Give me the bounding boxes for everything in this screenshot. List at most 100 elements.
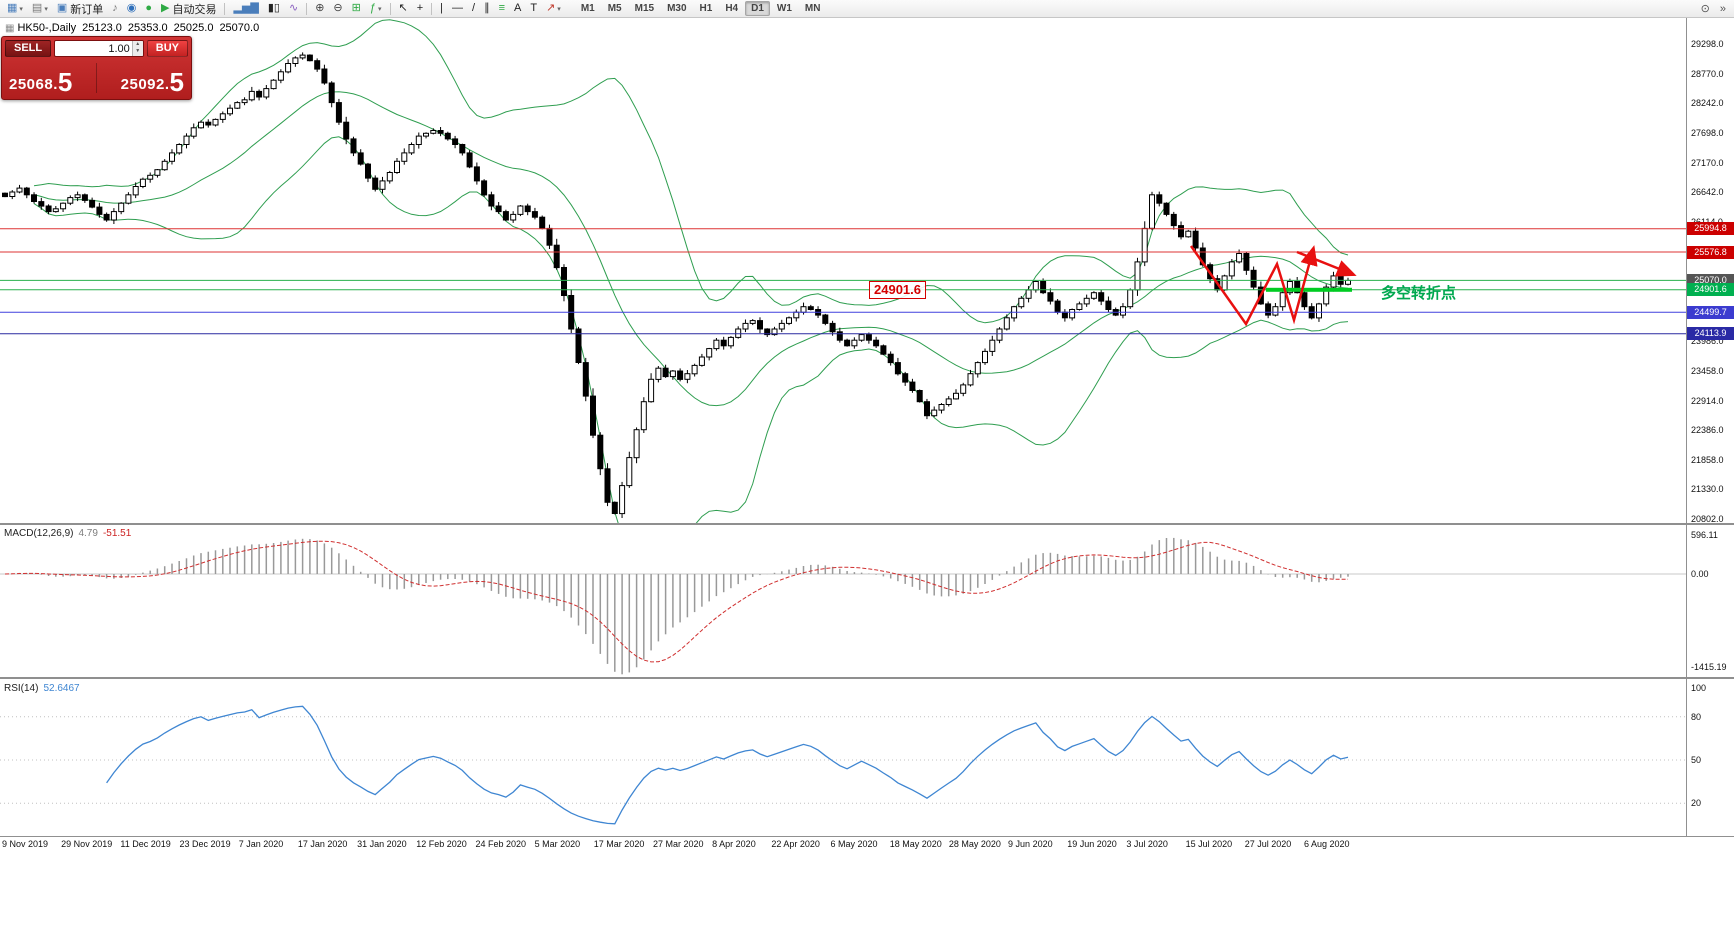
timeframe-m1-button[interactable]: M1	[580, 3, 595, 14]
sell-price[interactable]: 25068. 5	[2, 59, 96, 97]
auto-trading-button-label: 自动交易	[172, 3, 217, 16]
price-axis-label: 23986.0	[1691, 335, 1724, 346]
magnifier-icon: ⊙	[1700, 2, 1710, 15]
ohlc-high: 25353.0	[127, 22, 168, 34]
timeframe-m30-button[interactable]: M30	[667, 3, 687, 14]
time-axis-label: 22 Apr 2020	[771, 839, 820, 849]
horizontal-levels	[0, 228, 1686, 335]
zoom-out-icon: ⊖	[333, 2, 343, 14]
macd-pane-separator[interactable]	[0, 523, 1734, 525]
indicators-button[interactable]: ƒ ▾	[366, 1, 386, 17]
vertical-line-button[interactable]: |	[436, 1, 447, 17]
price-level-annotation[interactable]: 24901.6	[869, 280, 926, 299]
horizontal-line-button[interactable]: —	[448, 1, 467, 17]
macd-axis-label: 596.11	[1691, 529, 1718, 540]
line-chart-button[interactable]: ∿	[285, 1, 302, 17]
volume-value[interactable]: 1.00	[108, 42, 130, 55]
timeframe-h4-button[interactable]: H4	[725, 3, 739, 14]
price-axis-label: 29298.0	[1691, 39, 1724, 49]
cursor-button[interactable]: ↖	[395, 1, 412, 17]
zoom-out-button[interactable]: ⊖	[329, 1, 346, 17]
line-chart-icon: ∿	[288, 2, 299, 14]
timeframe-h1-button[interactable]: H1	[699, 3, 713, 14]
bar-chart-button[interactable]: ▂▅▇	[229, 1, 262, 17]
play-icon: ▶	[161, 2, 170, 14]
toolbar-separator	[306, 2, 308, 15]
price-axis-label: 27698.0	[1691, 128, 1724, 139]
alerts-button[interactable]: ♪	[108, 1, 122, 17]
main-toolbar: ▦ ▾ ▤ ▾ ▣ 新订单 ♪ ◉ ● ▶ 自动交易 ▂▅▇ ▮▯ ∿ ⊕ ⊖ ⊞ ƒ ▾ ↖ + | — / ∥ ≡ A T ↗ ▾ M…	[0, 0, 1734, 18]
direction-arrow[interactable]	[1296, 250, 1357, 277]
price-axis-label: 21330.0	[1691, 484, 1724, 495]
zoom-in-button[interactable]: ⊕	[311, 1, 328, 17]
ohlc-low: 25025.0	[173, 22, 214, 34]
time-axis-label: 31 Jan 2020	[357, 839, 407, 849]
macd-histogram	[11, 537, 1349, 675]
volume-field[interactable]: 1.00 ▲ ▼	[54, 39, 144, 57]
turning-point-label[interactable]: 多空转折点	[1381, 284, 1457, 302]
toolbar-overflow-button[interactable]: »	[1716, 1, 1730, 17]
price-axis-label: 22914.0	[1691, 395, 1724, 406]
buy-price[interactable]: 25092. 5	[97, 59, 191, 97]
volume-up-button[interactable]: ▲	[132, 40, 143, 48]
label-icon: T	[530, 2, 538, 14]
crosshair-icon: +	[416, 2, 424, 14]
time-axis-label: 28 May 2020	[948, 839, 1001, 849]
price-axis-label: 21858.0	[1691, 454, 1724, 465]
trend-zigzag-arrow[interactable]	[1189, 245, 1318, 327]
rsi-axis-label: 80	[1691, 711, 1702, 722]
macd-signal-value: -51.51	[102, 528, 132, 539]
chart-title-bar: ▦ HK50-,Daily 25123.0 25353.0 25025.0 25070.0	[5, 22, 259, 34]
time-axis-label: 18 May 2020	[889, 839, 942, 849]
market-watch-button[interactable]: ●	[141, 1, 156, 17]
toolbar-separator	[224, 2, 226, 15]
cursor-icon: ↖	[398, 2, 408, 14]
time-axis-label: 29 Nov 2019	[61, 839, 113, 849]
time-axis-label: 17 Jan 2020	[297, 839, 348, 849]
rsi-pane-separator[interactable]	[0, 677, 1734, 679]
timeframe-m5-button[interactable]: M5	[607, 3, 622, 14]
bb-upper-band	[33, 19, 1349, 324]
green-circle-icon: ●	[145, 2, 153, 14]
macd-name: MACD(12,26,9)	[4, 528, 74, 539]
trendline-button[interactable]: /	[468, 1, 479, 17]
timeframe-d1-button[interactable]: D1	[745, 1, 770, 16]
toolbar-right-group: ⊙»	[1697, 1, 1730, 17]
navigator-button[interactable]: ◉	[123, 1, 141, 17]
trade-controls-row: SELL 1.00 ▲ ▼ BUY	[2, 37, 191, 59]
price-axis-label: 26642.0	[1691, 187, 1724, 198]
fibonacci-button[interactable]: ≡	[495, 1, 509, 17]
auto-trading-button[interactable]: ▶ 自动交易	[157, 1, 220, 17]
crosshair-button[interactable]: +	[413, 1, 427, 17]
time-axis-label: 3 Jul 2020	[1126, 839, 1168, 849]
timeframe-w1-button[interactable]: W1	[776, 3, 792, 14]
macd-main-value: 4.79	[78, 528, 98, 539]
highlight-segment[interactable]	[1266, 287, 1352, 292]
label-button[interactable]: T	[526, 1, 541, 17]
new-order-button[interactable]: ▣ 新订单	[53, 1, 107, 17]
toolbar-search-button[interactable]: ⊙	[1697, 1, 1714, 17]
ohlc-open: 25123.0	[82, 22, 122, 34]
profiles-button[interactable]: ▤ ▾	[28, 1, 52, 17]
rsi-name: RSI(14)	[4, 683, 39, 694]
one-click-trading-panel: SELL 1.00 ▲ ▼ BUY 25068. 5 25092. 5	[1, 36, 192, 100]
macd-axis-label: 0.00	[1691, 569, 1709, 579]
buy-button[interactable]: BUY	[146, 39, 188, 57]
candlestick-chart-button[interactable]: ▮▯	[264, 1, 284, 17]
time-axis-label: 12 Feb 2020	[416, 839, 467, 849]
chart-symbol-period: HK50-,Daily	[17, 22, 77, 34]
time-axis-label: 7 Jan 2020	[238, 839, 284, 849]
timeframe-mn-button[interactable]: MN	[804, 3, 821, 14]
channel-button[interactable]: ∥	[480, 1, 494, 17]
volume-down-button[interactable]: ▼	[132, 48, 143, 56]
timeframe-m15-button[interactable]: M15	[634, 3, 655, 14]
tile-windows-button[interactable]: ⊞	[348, 1, 365, 17]
new-chart-button[interactable]: ▦ ▾	[3, 1, 27, 17]
sell-button[interactable]: SELL	[5, 39, 52, 57]
toolbar-left-group: ▦ ▾ ▤ ▾ ▣ 新订单 ♪ ◉ ● ▶ 自动交易 ▂▅▇ ▮▯ ∿ ⊕ ⊖ ⊞ ƒ ▾ ↖ + | — / ∥ ≡ A T ↗ ▾	[3, 1, 565, 17]
arrows-button[interactable]: ↗ ▾	[542, 1, 565, 17]
timeframe-toolbar: M1 M5 M15 M30 H1 H4 D1 W1 MN	[575, 1, 827, 16]
text-button[interactable]: A	[510, 1, 525, 17]
price-axis-label: 26114.0	[1691, 217, 1723, 228]
